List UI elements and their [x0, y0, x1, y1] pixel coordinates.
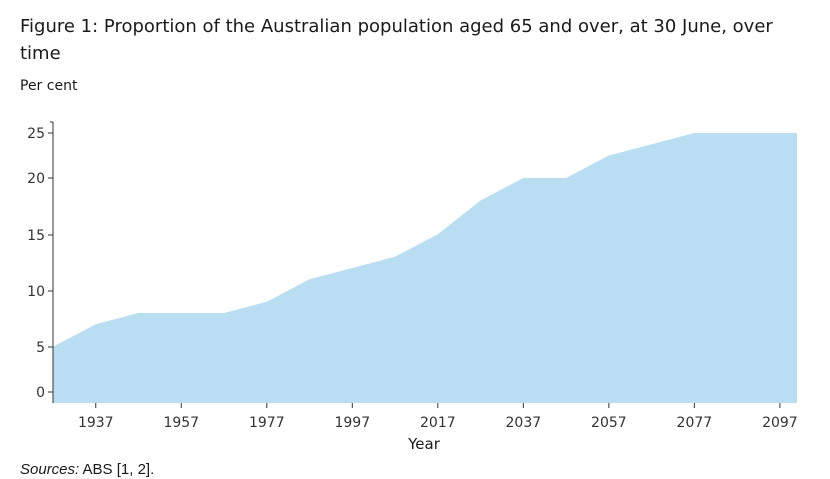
- x-tick-label: 1937: [78, 415, 114, 431]
- sources-note: Sources: ABS [1, 2].: [20, 461, 154, 478]
- x-tick-label: 2017: [420, 415, 456, 431]
- area-series: [53, 133, 797, 403]
- tick-layer: 0 5 10 15 20 25 1937 1957 1977 1997 2017 2037 2057 20…: [27, 126, 798, 431]
- y-tick-label: 0: [36, 385, 45, 401]
- x-tick-label: 2097: [762, 415, 798, 431]
- y-tick-label: 20: [27, 171, 45, 187]
- area-layer: [53, 133, 797, 403]
- sources-text: ABS [1, 2].: [82, 461, 155, 478]
- y-axis-label: Per cent: [20, 78, 78, 94]
- y-tick-label: 15: [27, 228, 45, 244]
- chart-title: Figure 1: Proportion of the Australian p…: [20, 16, 773, 64]
- x-tick-label: 2077: [677, 415, 713, 431]
- x-tick-label: 1977: [249, 415, 285, 431]
- x-tick-label: 2057: [591, 415, 627, 431]
- axis-layer: [48, 121, 781, 408]
- sources-label: Sources:: [20, 461, 80, 478]
- x-tick-label: 1957: [163, 415, 199, 431]
- y-tick-label: 25: [27, 126, 45, 142]
- x-axis-title: Year: [407, 435, 441, 453]
- y-tick-label: 5: [36, 340, 45, 356]
- x-tick-label: 2037: [506, 415, 542, 431]
- y-tick-label: 10: [27, 284, 45, 300]
- x-tick-label: 1997: [334, 415, 370, 431]
